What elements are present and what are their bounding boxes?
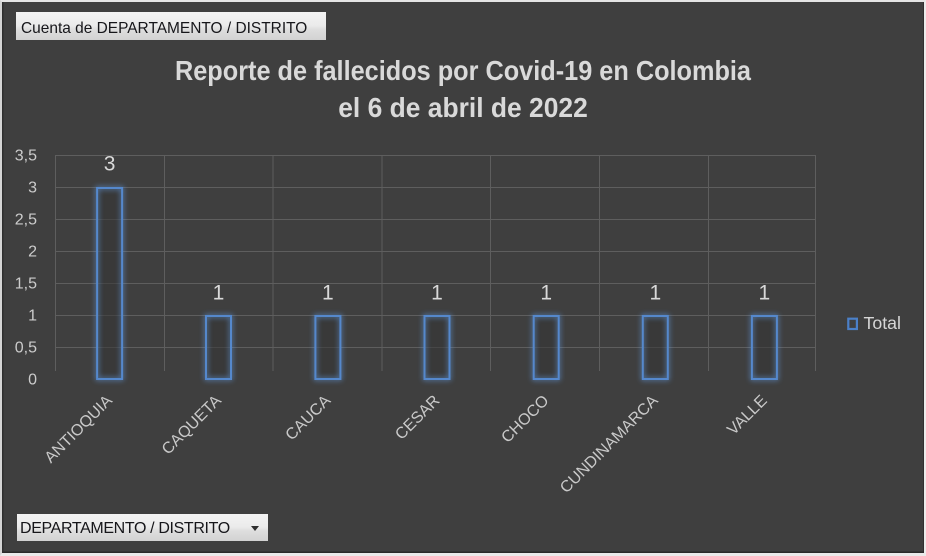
svg-text:1: 1: [540, 282, 552, 305]
svg-text:1: 1: [759, 282, 771, 305]
svg-text:1: 1: [28, 308, 37, 325]
svg-text:3: 3: [104, 153, 116, 176]
svg-text:CAUCA: CAUCA: [283, 392, 335, 444]
svg-text:CESAR: CESAR: [392, 392, 443, 443]
svg-text:VALLE: VALLE: [724, 392, 770, 438]
svg-text:1,5: 1,5: [15, 276, 37, 293]
svg-text:1: 1: [322, 282, 334, 305]
svg-text:3,5: 3,5: [15, 148, 37, 165]
svg-text:CUNDINAMARCA: CUNDINAMARCA: [557, 392, 662, 497]
svg-text:2: 2: [28, 244, 37, 261]
svg-text:0: 0: [28, 372, 37, 389]
svg-text:1: 1: [213, 282, 225, 305]
svg-text:3: 3: [28, 180, 37, 197]
svg-text:CAQUETA: CAQUETA: [159, 392, 225, 458]
svg-text:0,5: 0,5: [15, 340, 37, 357]
svg-text:2,5: 2,5: [15, 212, 37, 229]
svg-text:CHOCO: CHOCO: [498, 392, 552, 446]
svg-text:1: 1: [649, 282, 661, 305]
svg-text:1: 1: [431, 282, 443, 305]
svg-text:ANTIOQUIA: ANTIOQUIA: [42, 392, 116, 466]
svg-text:Total: Total: [864, 313, 902, 333]
